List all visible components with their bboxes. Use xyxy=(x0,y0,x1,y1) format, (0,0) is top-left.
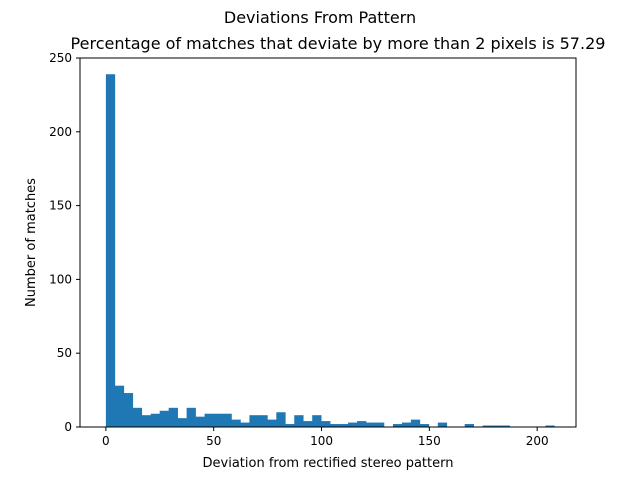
histogram-bar xyxy=(330,424,340,427)
histogram-bar xyxy=(312,415,322,427)
histogram-bar xyxy=(168,407,178,427)
histogram-bar xyxy=(240,422,250,427)
y-tick-label: 200 xyxy=(49,125,72,139)
histogram-bar xyxy=(141,415,152,427)
x-tick-label: 200 xyxy=(526,434,549,448)
y-tick-label: 250 xyxy=(49,51,72,65)
histogram-bar xyxy=(231,419,241,427)
histogram-bar xyxy=(276,412,286,427)
histogram-bar xyxy=(150,413,161,427)
x-tick-label: 100 xyxy=(310,434,333,448)
histogram-bar xyxy=(545,425,555,427)
histogram-bar xyxy=(132,407,143,427)
histogram-bar xyxy=(186,407,196,427)
y-tick-label: 100 xyxy=(49,272,72,286)
chart-suptitle: Deviations From Pattern xyxy=(223,8,417,27)
y-tick-label: 0 xyxy=(64,420,72,434)
histogram-bar xyxy=(375,422,385,427)
x-tick-label: 150 xyxy=(418,434,441,448)
histogram-bar xyxy=(204,413,214,427)
histogram-bar xyxy=(500,425,510,427)
histogram-bar xyxy=(222,413,232,427)
histogram-bar xyxy=(123,393,134,427)
x-axis-ticks: 0 50 100 150 200 xyxy=(102,427,549,448)
histogram-bar xyxy=(491,425,501,427)
y-axis-label: Number of matches xyxy=(24,178,39,307)
y-tick-label: 150 xyxy=(49,199,72,213)
plot-frame xyxy=(79,57,577,428)
x-tick-label: 50 xyxy=(206,434,221,448)
y-axis-ticks: 0 50 100 150 200 250 xyxy=(49,51,80,434)
histogram-bar xyxy=(419,424,430,427)
histogram-bar xyxy=(303,421,313,427)
histogram-bar xyxy=(159,410,169,427)
histogram-bar xyxy=(177,418,187,427)
histogram-bar xyxy=(258,415,268,427)
histogram-bar xyxy=(410,419,421,427)
x-tick-label: 0 xyxy=(102,434,110,448)
histogram-bar xyxy=(213,413,223,427)
histogram-bar xyxy=(348,422,358,427)
histogram-bar xyxy=(267,419,277,427)
histogram-bar xyxy=(105,74,116,428)
histogram-bar xyxy=(249,415,259,427)
histogram-bars xyxy=(105,74,555,428)
histogram-bar xyxy=(285,424,295,427)
histogram-bar xyxy=(366,422,376,427)
x-axis-label: Deviation from rectified stereo pattern xyxy=(203,456,454,471)
histogram-bar xyxy=(114,385,125,427)
histogram-bar xyxy=(321,421,331,427)
histogram-bar xyxy=(392,424,403,427)
histogram-bar xyxy=(339,424,349,427)
histogram-bar xyxy=(401,422,412,427)
histogram-bar xyxy=(437,422,448,427)
histogram-bar xyxy=(294,415,304,427)
histogram-bar xyxy=(482,425,492,427)
histogram-bar xyxy=(464,424,474,427)
histogram-bar xyxy=(357,421,367,427)
y-tick-label: 50 xyxy=(57,346,72,360)
histogram-bar xyxy=(195,416,205,427)
chart-title: Percentage of matches that deviate by mo… xyxy=(70,34,606,53)
